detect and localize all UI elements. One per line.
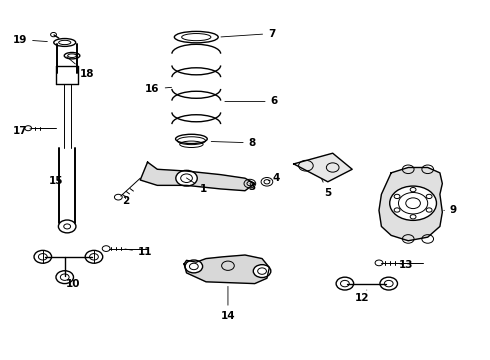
Text: 7: 7 [221, 28, 275, 39]
Text: 4: 4 [269, 173, 280, 183]
Circle shape [56, 271, 74, 284]
Text: 15: 15 [49, 176, 63, 186]
Text: 11: 11 [125, 247, 152, 257]
Text: 9: 9 [444, 205, 457, 215]
Text: 14: 14 [220, 286, 235, 321]
Polygon shape [140, 162, 255, 191]
Circle shape [34, 250, 51, 263]
Text: 1: 1 [186, 178, 207, 194]
Polygon shape [294, 153, 352, 182]
Circle shape [336, 277, 354, 290]
Text: 10: 10 [66, 279, 81, 289]
Circle shape [85, 250, 103, 263]
Text: 8: 8 [211, 138, 256, 148]
Polygon shape [184, 255, 270, 284]
Circle shape [380, 277, 397, 290]
Circle shape [253, 265, 271, 278]
Text: 13: 13 [398, 260, 413, 270]
Circle shape [185, 260, 202, 273]
Text: 12: 12 [355, 290, 369, 303]
Text: 17: 17 [13, 126, 30, 136]
Circle shape [390, 186, 437, 220]
Text: 18: 18 [67, 57, 94, 78]
Text: 2: 2 [122, 196, 129, 206]
Text: 6: 6 [225, 96, 278, 107]
Text: 16: 16 [145, 84, 172, 94]
Circle shape [176, 170, 197, 186]
Polygon shape [379, 167, 442, 241]
Text: 19: 19 [13, 35, 48, 45]
Text: 5: 5 [321, 179, 331, 198]
Text: 3: 3 [249, 182, 256, 192]
